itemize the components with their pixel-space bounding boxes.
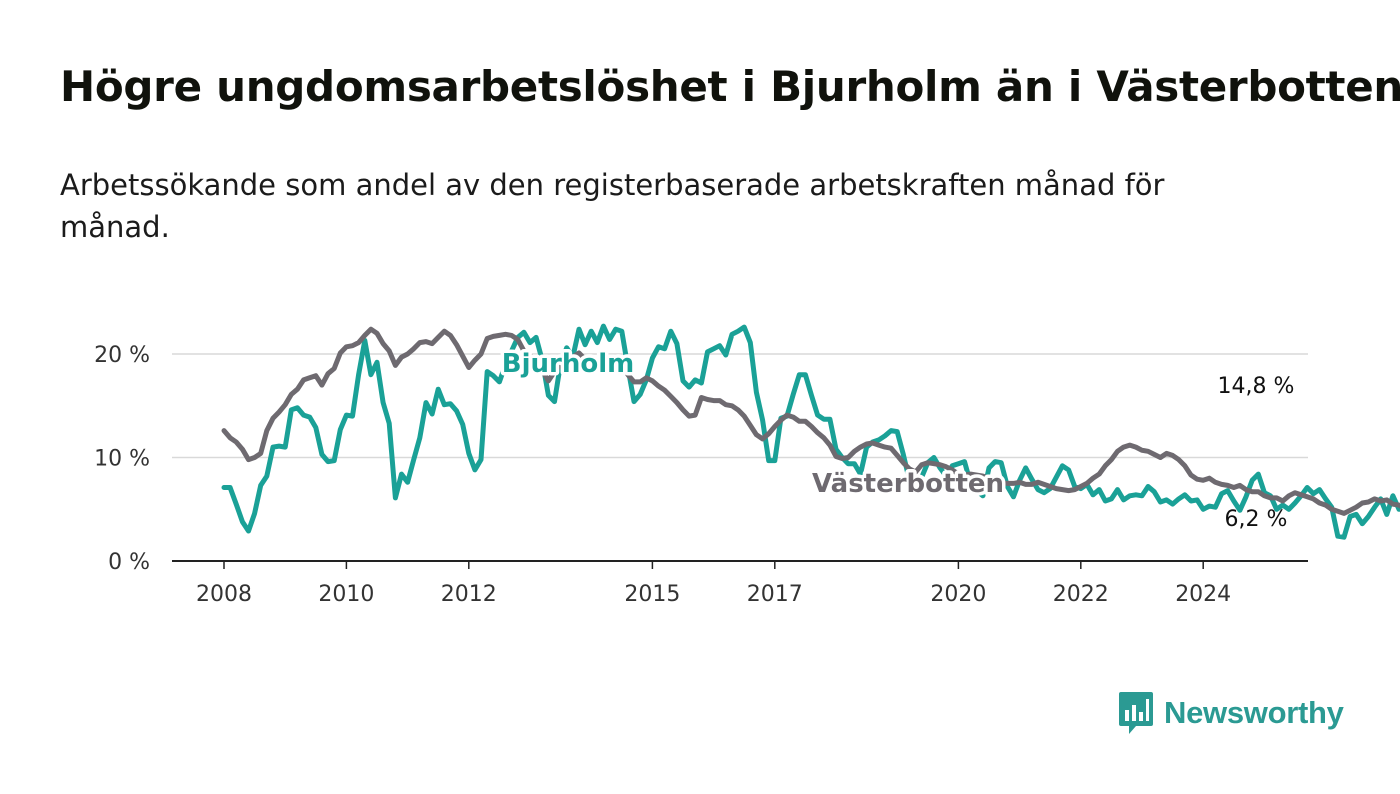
x-tick-label: 2015 xyxy=(624,582,680,607)
series-labels: 14,8 % 6,2 % Bjurholm Västerbotten xyxy=(498,346,1295,533)
x-tick-label: 2010 xyxy=(318,582,374,607)
vasterbotten-line xyxy=(221,326,1400,516)
bjurholm-line xyxy=(221,323,1400,540)
newsworthy-brand: Newsworthy xyxy=(1118,690,1344,736)
y-tick-label: 10 % xyxy=(94,447,150,472)
x-tick-label: 2024 xyxy=(1175,582,1231,607)
vasterbotten-end-label: 6,2 % xyxy=(1225,507,1288,532)
chart-subtitle: Arbetssökande som andel av den registerb… xyxy=(60,168,1165,244)
x-tick-label: 2022 xyxy=(1053,582,1109,607)
x-tick-label: 2008 xyxy=(196,582,252,607)
brand-name: Newsworthy xyxy=(1164,695,1344,730)
series-lines xyxy=(221,323,1400,540)
y-tick-label: 0 % xyxy=(108,550,150,575)
bar-chart-speech-bubble-icon xyxy=(1119,692,1153,734)
axes: 0 % 10 % 20 % 2008 2010 2012 2015 2017 2020 2022 2… xyxy=(94,343,1308,607)
chart-title: Högre ungdomsarbetslöshet i Bjurholm än … xyxy=(60,62,1400,111)
x-tick-label: 2012 xyxy=(441,582,497,607)
x-tick-label: 2020 xyxy=(930,582,986,607)
x-tick-label: 2017 xyxy=(747,582,803,607)
vasterbotten-series-label: Västerbotten xyxy=(812,469,1004,499)
grid-lines xyxy=(172,353,1308,459)
bjurholm-end-label: 14,8 % xyxy=(1218,374,1295,399)
bjurholm-series-label: Bjurholm xyxy=(502,349,634,379)
y-tick-label: 20 % xyxy=(94,343,150,368)
